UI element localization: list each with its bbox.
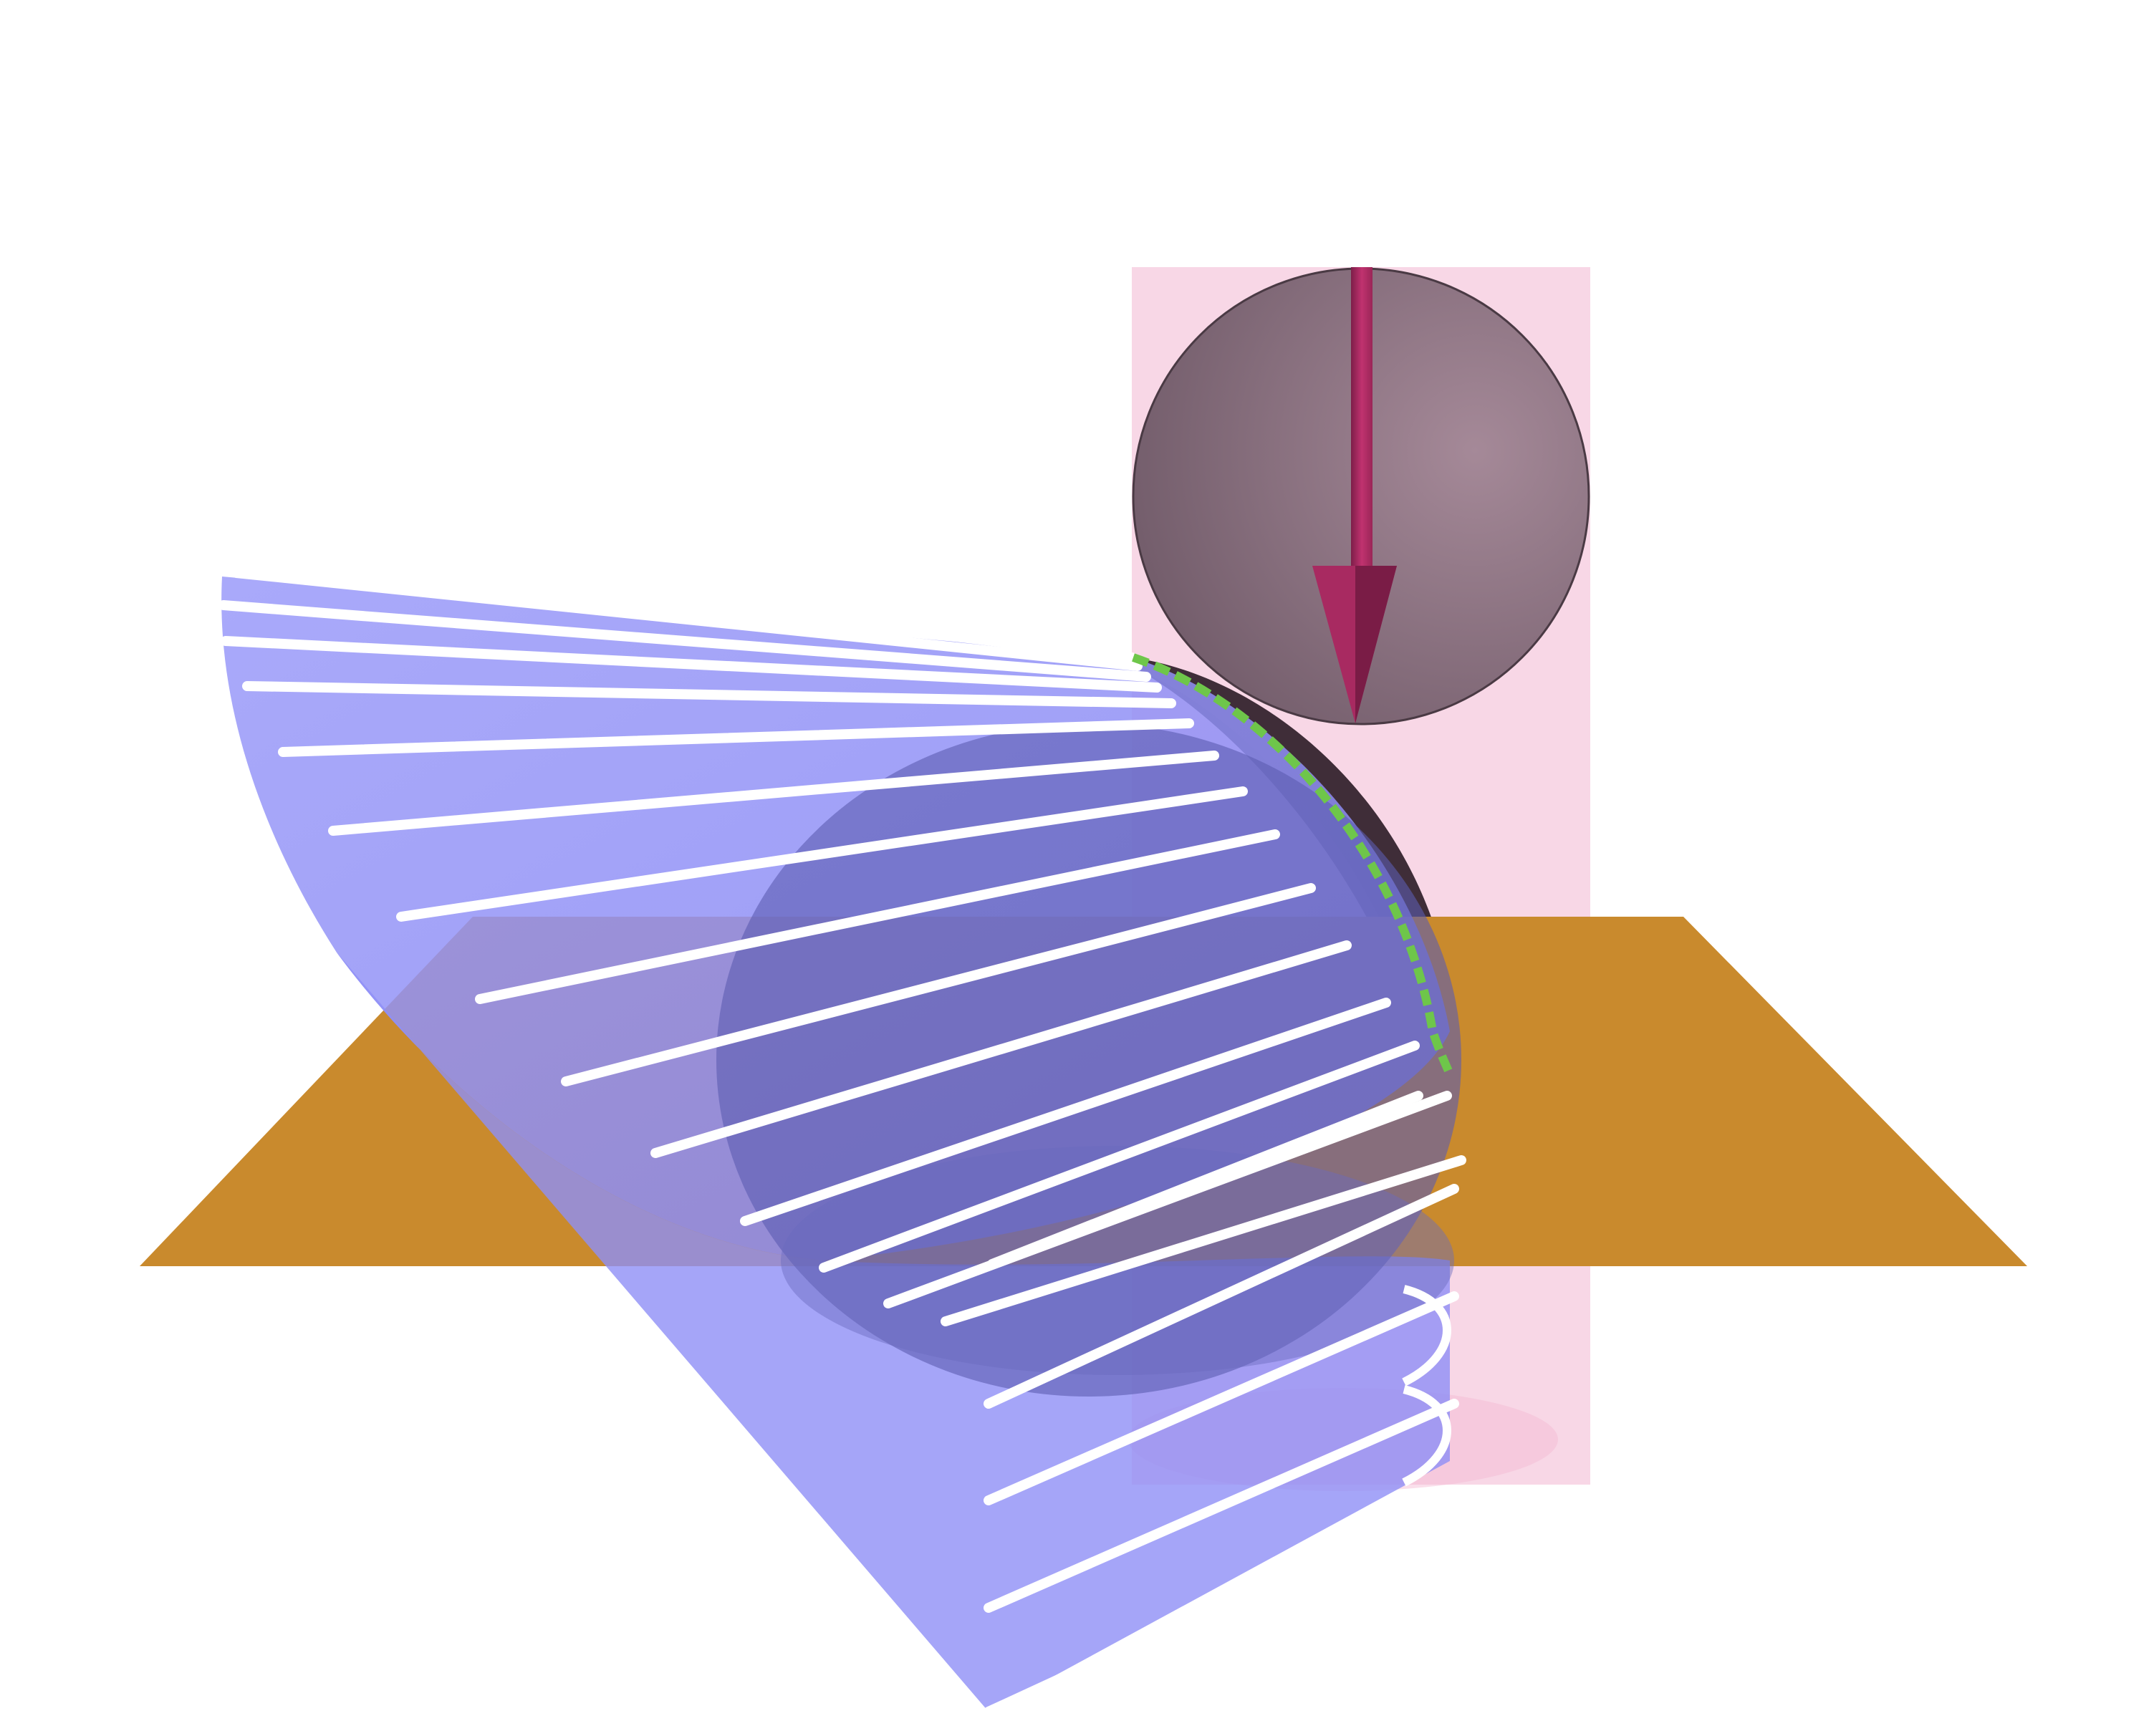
contact-curve xyxy=(1132,653,1454,1076)
cone-rings xyxy=(1402,1285,1451,1487)
ruling-lines xyxy=(218,550,1466,1717)
direction-arrow xyxy=(1312,267,1397,723)
